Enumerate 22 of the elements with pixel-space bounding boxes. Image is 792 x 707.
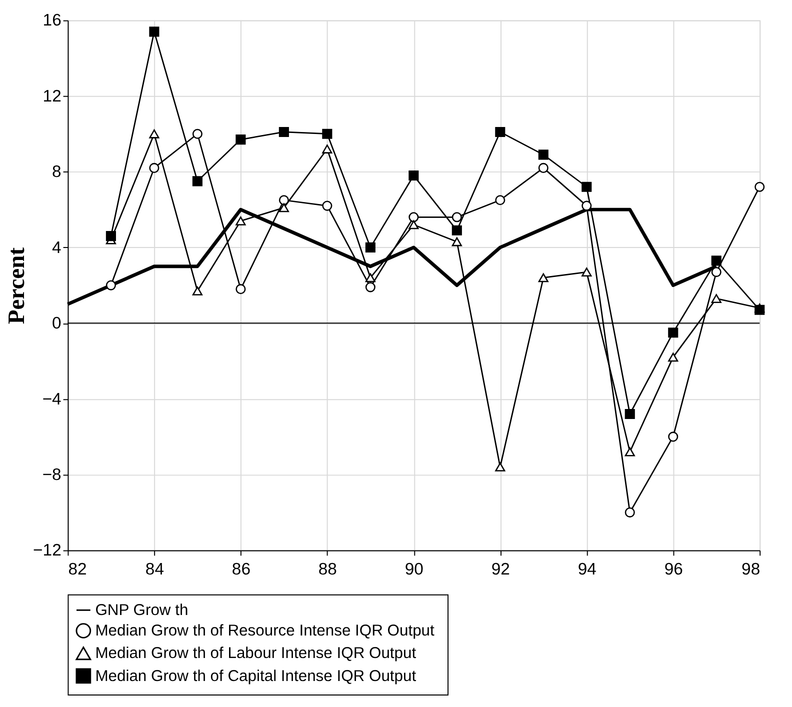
x-tick-label: 92	[491, 559, 510, 578]
x-tick-label: 94	[578, 559, 596, 578]
y-tick-label: 4	[52, 238, 62, 257]
y-axis-title: Percent	[4, 247, 30, 324]
legend-label: Median Grow th of Capital Intense IQR Output	[95, 668, 417, 685]
x-tick-label: 86	[232, 559, 250, 578]
y-tick-label: 8	[52, 162, 62, 182]
y-tick-label: −12	[33, 540, 62, 560]
x-tick-label: 88	[318, 559, 337, 578]
x-tick-label: 96	[664, 559, 683, 578]
y-tick-label: −8	[42, 464, 62, 484]
y-tick-label: −4	[42, 389, 62, 408]
y-tick-label: 16	[42, 10, 62, 30]
legend-label: GNP Grow th	[95, 602, 188, 620]
x-tick-label: 82	[68, 559, 87, 578]
legend-label: Median Grow th of Labour Intense IQR Output	[95, 645, 417, 662]
legend-label: Median Grow th of Resource Intense IQR Output	[95, 622, 436, 640]
y-tick-label: 12	[42, 86, 62, 106]
x-tick-label: 84	[145, 559, 164, 578]
x-tick-label: 90	[404, 559, 424, 578]
y-tick-label: 0	[52, 314, 62, 333]
x-tick-label: 98	[742, 559, 760, 578]
